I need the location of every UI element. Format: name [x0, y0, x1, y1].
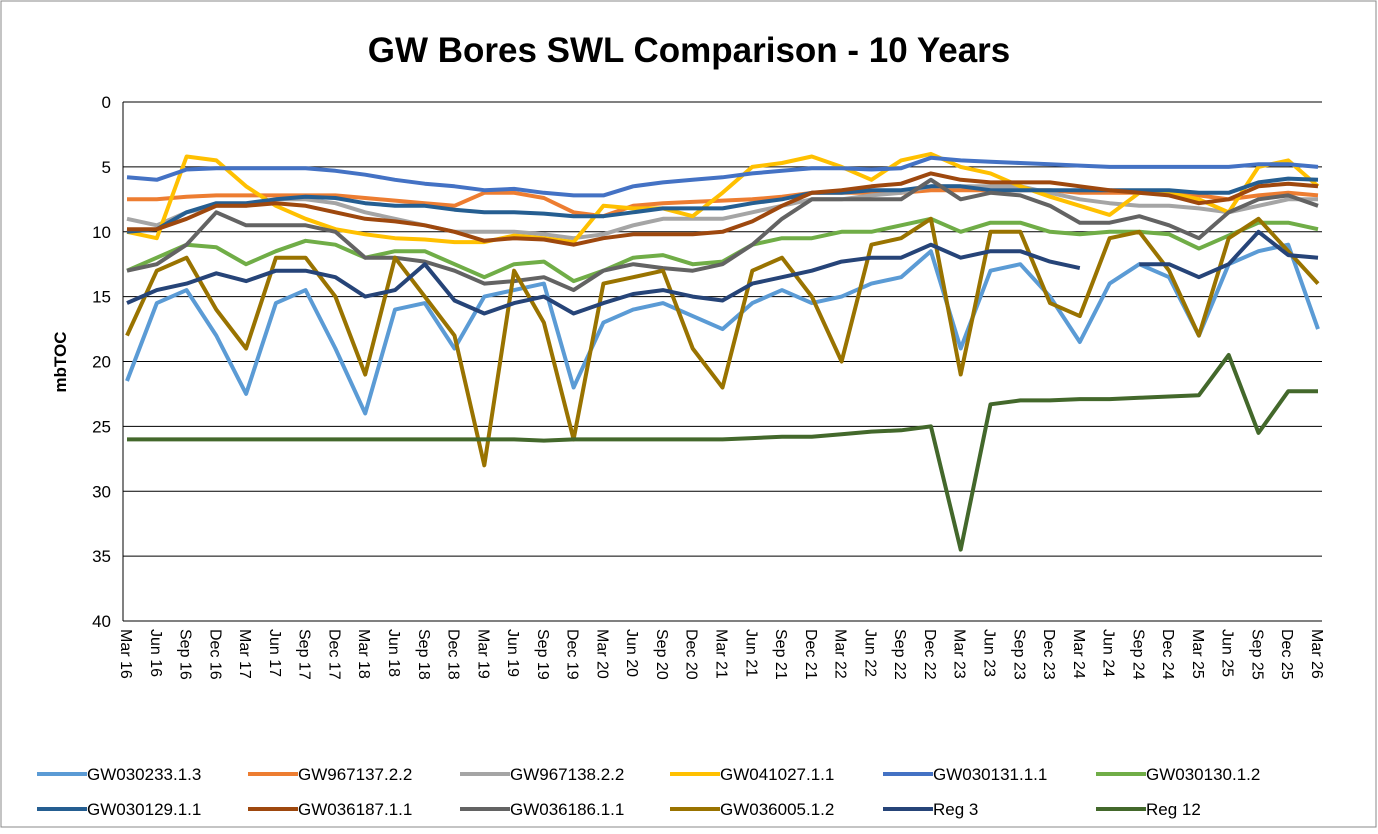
legend-label: GW967138.2.2 [510, 765, 624, 784]
legend-label: GW041027.1.1 [720, 765, 834, 784]
legend-label: Reg 3 [933, 800, 978, 819]
x-tick-label: Dec 23 [1040, 629, 1057, 680]
x-tick-label: Mar 24 [1070, 629, 1087, 679]
legend-label: GW030233.1.3 [87, 765, 201, 784]
x-tick-label: Dec 22 [921, 629, 938, 680]
y-tick-label: 20 [92, 353, 111, 372]
legend-label: GW030131.1.1 [933, 765, 1047, 784]
legend-label: GW036186.1.1 [510, 800, 624, 819]
x-tick-label: Jun 24 [1100, 629, 1117, 677]
x-tick-label: Jun 17 [266, 629, 283, 677]
x-tick-label: Sep 16 [177, 629, 194, 680]
x-tick-label: Mar 19 [474, 629, 491, 679]
y-tick-label: 30 [92, 482, 111, 501]
x-tick-label: Sep 19 [534, 629, 551, 680]
chart-title: GW Bores SWL Comparison - 10 Years [368, 31, 1011, 70]
y-tick-label: 0 [102, 93, 111, 112]
x-tick-label: Sep 17 [296, 629, 313, 680]
x-tick-label: Sep 22 [891, 629, 908, 680]
x-tick-label: Mar 21 [713, 629, 730, 679]
x-tick-label: Jun 23 [980, 629, 997, 677]
y-tick-label: 35 [92, 547, 111, 566]
y-axis-label: mbTOC [51, 331, 70, 392]
data-line [126, 216, 1319, 284]
data-line [126, 177, 1319, 293]
data-line [126, 229, 1319, 316]
data-line [126, 155, 1319, 198]
x-tick-label: Dec 24 [1159, 629, 1176, 680]
x-tick-label: Jun 18 [385, 629, 402, 677]
x-tick-label: Jun 25 [1219, 629, 1236, 677]
y-tick-label: 25 [92, 417, 111, 436]
y-tick-label: 15 [92, 288, 111, 307]
x-tick-label: Dec 17 [325, 629, 342, 680]
y-tick-label: 40 [92, 612, 111, 631]
x-tick-label: Dec 19 [564, 629, 581, 680]
x-tick-label: Sep 21 [772, 629, 789, 680]
x-tick-label: Mar 26 [1308, 629, 1325, 679]
x-tick-label: Dec 20 [683, 629, 700, 680]
x-tick-label: Mar 16 [117, 629, 134, 679]
x-tick-label: Sep 25 [1248, 629, 1265, 680]
y-tick-label: 5 [102, 158, 111, 177]
x-tick-label: Mar 17 [236, 629, 253, 679]
x-tick-label: Mar 25 [1189, 629, 1206, 679]
legend-label: GW030129.1.1 [87, 800, 201, 819]
x-tick-label: Mar 23 [951, 629, 968, 679]
x-tick-label: Jun 16 [147, 629, 164, 677]
data-line [127, 171, 1319, 247]
x-tick-label: Dec 25 [1278, 629, 1295, 680]
x-tick-label: Mar 20 [593, 629, 610, 679]
data-line [126, 151, 1320, 245]
x-tick-label: Dec 21 [802, 629, 819, 680]
x-tick-label: Jun 20 [623, 629, 640, 677]
legend-label: GW967137.2.2 [298, 765, 412, 784]
x-tick-label: Sep 23 [1010, 629, 1027, 680]
legend-label: GW036005.1.2 [720, 800, 834, 819]
x-tick-label: Jun 21 [742, 629, 759, 677]
data-line [127, 353, 1318, 552]
x-tick-label: Mar 22 [832, 629, 849, 679]
legend-label: Reg 12 [1146, 800, 1201, 819]
legend-label: GW036187.1.1 [298, 800, 412, 819]
x-tick-label: Sep 18 [415, 629, 432, 680]
x-tick-label: Dec 18 [445, 629, 462, 680]
y-tick-label: 10 [92, 223, 111, 242]
legend-label: GW030130.1.2 [1146, 765, 1260, 784]
data-line [125, 216, 1320, 468]
x-tick-label: Jun 19 [504, 629, 521, 677]
data-line [126, 184, 1318, 241]
x-tick-label: Mar 18 [355, 629, 372, 679]
data-line [125, 242, 1320, 416]
x-tick-label: Jun 22 [861, 629, 878, 677]
x-tick-label: Sep 24 [1129, 629, 1146, 680]
x-tick-label: Sep 20 [653, 629, 670, 680]
x-tick-label: Dec 16 [206, 629, 223, 680]
